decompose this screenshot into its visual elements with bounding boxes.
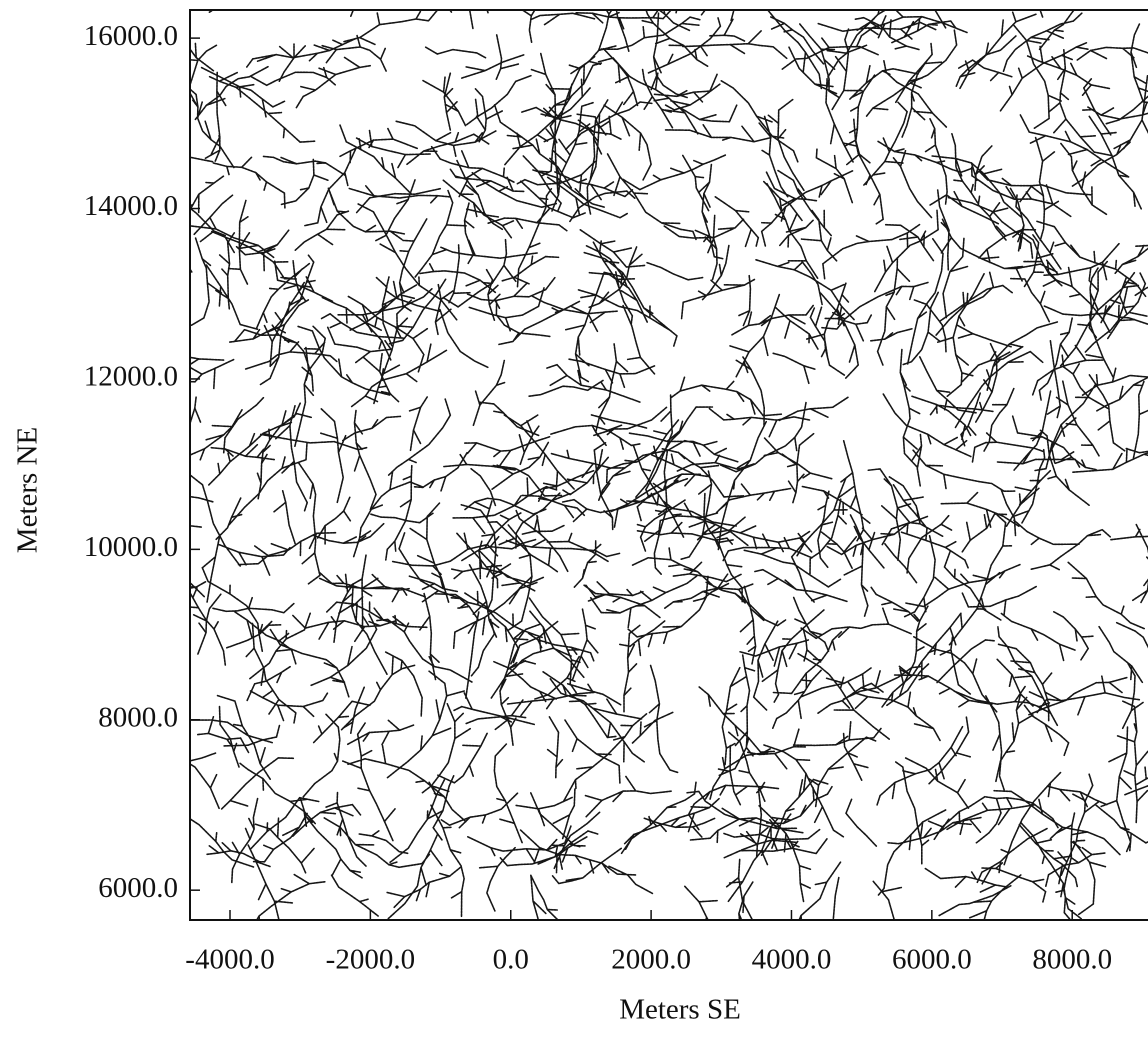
x-tick-label: 6000.0 xyxy=(892,944,972,976)
y-tick-label: 8000.0 xyxy=(98,701,178,733)
y-tick-label: 16000.0 xyxy=(84,20,178,52)
y-tick-label: 12000.0 xyxy=(84,361,178,393)
drainage-network xyxy=(112,0,1148,976)
x-tick-label: -4000.0 xyxy=(185,944,274,976)
x-tick-label: 8000.0 xyxy=(1032,944,1112,976)
stream-lines xyxy=(112,0,1148,976)
y-tick-label: 10000.0 xyxy=(84,531,178,563)
x-tick-label: -2000.0 xyxy=(326,944,415,976)
map-figure: Meters SE Meters NE -4000.0 -2000.0 0.0 200… xyxy=(0,0,1148,1037)
x-tick-label: 2000.0 xyxy=(611,944,691,976)
y-tick-label: 14000.0 xyxy=(84,190,178,222)
plot-frame xyxy=(190,10,1148,920)
y-axis-title: Meters NE xyxy=(12,427,44,553)
x-axis-title: Meters SE xyxy=(619,994,741,1026)
x-tick-label: 0.0 xyxy=(493,944,529,976)
x-tick-label: 4000.0 xyxy=(752,944,832,976)
y-tick-label: 6000.0 xyxy=(98,872,178,904)
